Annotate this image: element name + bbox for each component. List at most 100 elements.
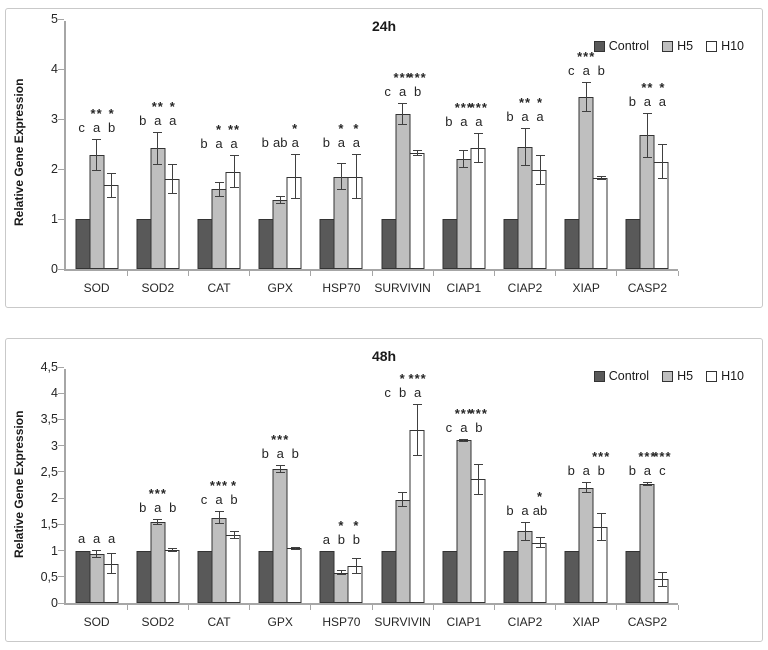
significance-letter: b: [261, 135, 269, 150]
chart-title-48h: 48h: [371, 348, 397, 364]
error-bar: [398, 492, 408, 508]
y-tick-label: 4: [51, 386, 58, 401]
significance-letter: c: [567, 62, 575, 78]
error-bar: [596, 512, 606, 542]
significance-letter: a: [92, 120, 101, 135]
x-tick-label: HSP70: [322, 615, 361, 629]
bar-h10: [103, 185, 119, 269]
bar-group: b a a * ** CAT: [188, 21, 251, 295]
plot-area-48h: 0 0,5 1 1,5 2 2,5 3 3,5 4 4,5 a a a SOD b a b *** SOD2 c a b *…: [41, 360, 679, 629]
significance-asterisks: *: [353, 121, 360, 136]
error-bar: [413, 403, 423, 457]
significance-letter: a: [154, 112, 162, 128]
error-bar: [107, 172, 117, 198]
y-tick-label: 1: [51, 212, 58, 226]
significance-letter: c: [445, 419, 453, 435]
bar-h10: [592, 178, 608, 269]
error-bar: [657, 144, 667, 179]
bar-h5: [395, 114, 411, 269]
significance-asterisks: *: [230, 477, 238, 493]
x-tick-label: HSP70: [322, 281, 361, 295]
significance-asterisks: ***: [592, 449, 611, 465]
significance-letter: a: [154, 500, 162, 516]
significance-asterisks: ***: [638, 449, 657, 465]
error-bar: [336, 163, 346, 190]
bar-h10: [286, 548, 302, 603]
legend-label: H5: [677, 369, 694, 383]
bar-control: [258, 219, 274, 269]
legend-item: H10: [706, 39, 744, 53]
bar-control: [319, 219, 335, 269]
error-bar: [351, 154, 361, 199]
legend-swatch: [593, 40, 605, 52]
bar-trio: [564, 487, 608, 603]
x-tick-label: GPX: [267, 281, 293, 295]
significance-letter: b: [597, 62, 605, 78]
x-tick-label: CIAP1: [446, 615, 482, 629]
error-bar: [520, 521, 530, 541]
significance-letter: a: [413, 384, 422, 400]
significance-asterisks: ***: [454, 100, 473, 115]
significance-letter: a: [643, 463, 652, 479]
bar-h5: [272, 469, 288, 603]
bar-h5: [578, 487, 594, 603]
significance-letter: c: [78, 120, 85, 135]
bar-trio: [258, 176, 302, 269]
legend-swatch: [662, 370, 674, 382]
significance-letter: b: [475, 419, 483, 435]
significance-asterisks: **: [518, 94, 532, 110]
significance-letter: a: [398, 84, 407, 99]
bar-h5: [333, 176, 349, 269]
y-tick-label: 3,5: [40, 412, 58, 427]
error-bar: [535, 155, 545, 185]
significance-asterisks: **: [151, 98, 164, 114]
bar-h5: [456, 159, 472, 269]
bar-trio: [625, 483, 669, 603]
bar-trio: [197, 517, 241, 603]
bar-control: [197, 550, 213, 603]
bar-trio: [442, 148, 486, 269]
y-tick-label: 5: [51, 12, 58, 26]
chart-title-24h: 24h: [371, 18, 397, 34]
bar-control: [625, 550, 641, 603]
bar-control: [442, 219, 458, 269]
bar-h10: [470, 479, 486, 603]
significance-asterisks: ***: [454, 405, 473, 421]
significance-letter: b: [628, 93, 637, 109]
x-tick-label: CAT: [207, 281, 231, 295]
legend-swatch: [593, 370, 605, 382]
bar-control: [258, 550, 274, 603]
error-bar: [642, 112, 652, 158]
error-bar: [351, 558, 361, 575]
bar-trio: [319, 550, 363, 603]
bar-control: [503, 219, 519, 269]
bar-h10: [653, 579, 669, 603]
y-tick-label: 0: [51, 262, 58, 276]
bar-trio: [564, 96, 608, 269]
bar-h5: [456, 440, 472, 603]
y-tick-mark: [58, 445, 64, 447]
error-bar: [229, 155, 239, 188]
error-bar: [596, 176, 606, 180]
legend-item: Control: [593, 39, 649, 53]
y-tick-label: 2,5: [40, 464, 58, 479]
bar-group: b a a ** * SOD2: [127, 21, 190, 295]
bar-h5: [211, 517, 227, 603]
significance-asterisks: *: [215, 122, 223, 137]
legend-swatch: [706, 370, 718, 382]
error-bar: [535, 537, 545, 548]
significance-letter: b: [322, 135, 331, 150]
significance-asterisks: *: [338, 121, 345, 136]
chart-panel-24h: 24h Control H5 H10 Relative Gene Expressio…: [5, 8, 763, 308]
y-tick-label: 1: [51, 543, 58, 558]
significance-asterisks: *: [659, 79, 666, 95]
significance-letter: a: [521, 502, 529, 518]
x-tick-label: CASP2: [627, 281, 668, 295]
bar-h5: [578, 96, 594, 269]
y-tick-label: 0: [51, 596, 58, 610]
significance-letter: b: [107, 120, 116, 135]
significance-letter: c: [384, 384, 391, 400]
bar-control: [381, 550, 397, 603]
significance-letter: b: [413, 84, 422, 99]
bar-h5: [333, 572, 349, 603]
